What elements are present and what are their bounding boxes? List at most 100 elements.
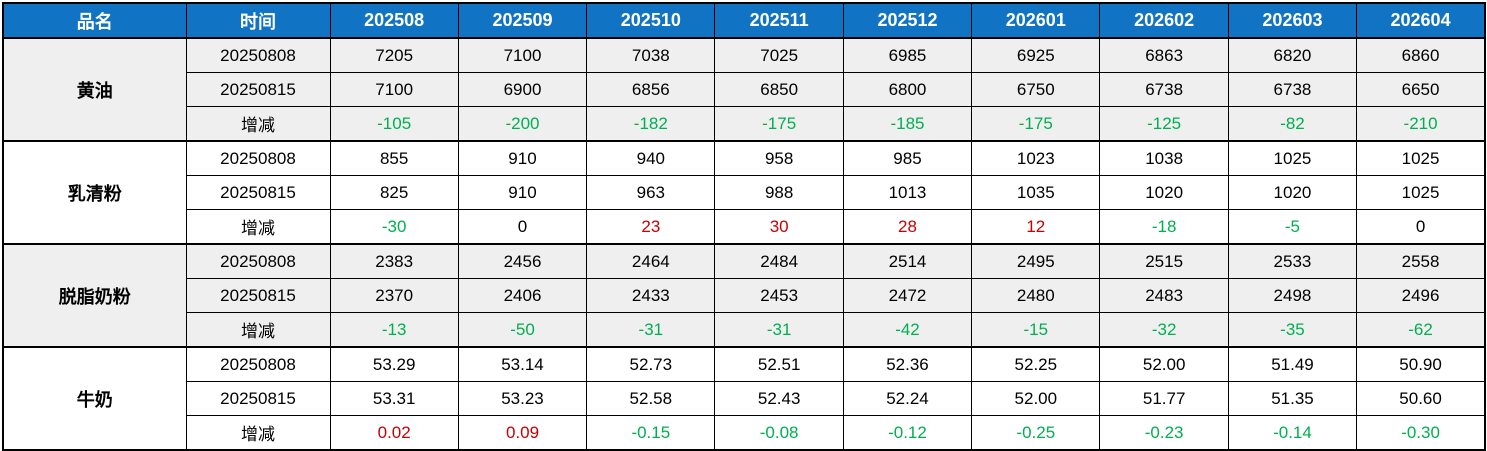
price-value-cell: 6985 xyxy=(842,37,973,73)
change-value-cell: 30 xyxy=(714,209,844,245)
column-header-202511: 202511 xyxy=(714,2,844,39)
change-value-cell: -30 xyxy=(329,209,459,245)
date-label-cell: 20250808 xyxy=(185,37,331,73)
price-value-cell: 2383 xyxy=(329,243,459,279)
price-value-cell: 7205 xyxy=(329,37,459,73)
price-value-cell: 910 xyxy=(457,175,588,210)
price-value-cell: 2480 xyxy=(971,278,1101,313)
price-value-cell: 53.14 xyxy=(457,346,588,382)
price-value-cell: 825 xyxy=(329,175,459,210)
price-value-cell: 7025 xyxy=(714,37,844,73)
product-name-cell: 黄油 xyxy=(2,37,187,142)
price-value-cell: 51.49 xyxy=(1227,346,1358,382)
change-value-cell: -42 xyxy=(842,312,973,348)
change-value-cell: -200 xyxy=(457,106,588,142)
price-value-cell: 53.23 xyxy=(457,381,588,416)
price-value-cell: 7038 xyxy=(586,37,716,73)
price-value-cell: 51.35 xyxy=(1227,381,1358,416)
table-row: 20250815 7100 6900 6856 6850 6800 6750 6738 6738… xyxy=(3,72,1486,107)
price-value-cell: 52.73 xyxy=(586,346,716,382)
price-value-cell: 1020 xyxy=(1227,175,1358,210)
column-header-202603: 202603 xyxy=(1227,2,1358,39)
change-value-cell: -5 xyxy=(1227,209,1358,245)
change-value-cell: -32 xyxy=(1099,312,1229,348)
price-value-cell: 7100 xyxy=(329,72,459,107)
price-value-cell: 6750 xyxy=(971,72,1101,107)
change-value-cell: -82 xyxy=(1227,106,1358,142)
price-value-cell: 6860 xyxy=(1356,37,1486,73)
price-value-cell: 6856 xyxy=(586,72,716,107)
price-value-cell: 7100 xyxy=(457,37,588,73)
price-value-cell: 2472 xyxy=(842,278,973,313)
table-row: 20250815 825 910 963 988 1013 1035 1020 1020 1025 xyxy=(3,175,1486,210)
date-label-cell: 20250808 xyxy=(185,243,331,279)
column-header-202601: 202601 xyxy=(971,2,1101,39)
change-value-cell: -31 xyxy=(586,312,716,348)
table-row: 黄油 20250808 7205 7100 7038 7025 6985 6925 6863 68… xyxy=(2,37,1486,142)
price-value-cell: 1020 xyxy=(1099,175,1229,210)
change-value-cell: -175 xyxy=(714,106,844,142)
change-label-cell: 增减 xyxy=(185,106,331,142)
table-row: 20250815 53.31 53.23 52.58 52.43 52.24 52.00 51… xyxy=(3,381,1486,416)
change-value-cell: -105 xyxy=(329,106,459,142)
price-value-cell: 6738 xyxy=(1227,72,1358,107)
product-name-cell: 牛奶 xyxy=(2,346,187,451)
table-row: 乳清粉 20250808 855 910 940 958 985 1023 1038 1025 10… xyxy=(2,140,1486,245)
price-value-cell: 2483 xyxy=(1099,278,1229,313)
price-value-cell: 1038 xyxy=(1099,140,1229,176)
change-value-cell: -175 xyxy=(971,106,1101,142)
price-value-cell: 910 xyxy=(457,140,588,176)
column-header-202508: 202508 xyxy=(329,2,459,39)
column-header-product: 品名 xyxy=(2,2,187,39)
price-value-cell: 958 xyxy=(714,140,844,176)
change-value-cell: 28 xyxy=(842,209,973,245)
price-value-cell: 2498 xyxy=(1227,278,1358,313)
price-value-cell: 2433 xyxy=(586,278,716,313)
price-value-cell: 53.29 xyxy=(329,346,459,382)
header-row: 品名 时间 202508 202509 202510 202511 202512 202601… xyxy=(2,2,1486,39)
price-value-cell: 2456 xyxy=(457,243,588,279)
table-row: 增减 -30 0 23 30 28 12 -18 -5 0 xyxy=(3,209,1486,245)
change-value-cell: -13 xyxy=(329,312,459,348)
price-value-cell: 2495 xyxy=(971,243,1101,279)
price-value-cell: 1025 xyxy=(1356,175,1486,210)
change-value-cell: -18 xyxy=(1099,209,1229,245)
price-value-cell: 53.31 xyxy=(329,381,459,416)
price-value-cell: 988 xyxy=(714,175,844,210)
price-value-cell: 2515 xyxy=(1099,243,1229,279)
change-value-cell: -182 xyxy=(586,106,716,142)
price-value-cell: 2484 xyxy=(714,243,844,279)
price-value-cell: 855 xyxy=(329,140,459,176)
change-value-cell: -210 xyxy=(1356,106,1486,142)
change-value-cell: -31 xyxy=(714,312,844,348)
table-row: 增减 -13 -50 -31 -31 -42 -15 -32 -35 -62 xyxy=(3,312,1486,348)
price-value-cell: 1023 xyxy=(971,140,1101,176)
change-value-cell: -62 xyxy=(1356,312,1486,348)
price-value-cell: 2464 xyxy=(586,243,716,279)
price-value-cell: 51.77 xyxy=(1099,381,1229,416)
column-header-202512: 202512 xyxy=(842,2,973,39)
price-value-cell: 50.60 xyxy=(1356,381,1486,416)
change-value-cell: 0 xyxy=(1356,209,1486,245)
price-value-cell: 52.43 xyxy=(714,381,844,416)
change-value-cell: -125 xyxy=(1099,106,1229,142)
price-value-cell: 52.58 xyxy=(586,381,716,416)
table-body: 黄油 20250808 7205 7100 7038 7025 6985 6925 6863 68… xyxy=(2,37,1486,451)
price-value-cell: 52.36 xyxy=(842,346,973,382)
column-header-202509: 202509 xyxy=(457,2,588,39)
change-value-cell: 12 xyxy=(971,209,1101,245)
change-value-cell: -35 xyxy=(1227,312,1358,348)
price-value-cell: 50.90 xyxy=(1356,346,1486,382)
price-value-cell: 1013 xyxy=(842,175,973,210)
price-value-cell: 2370 xyxy=(329,278,459,313)
price-value-cell: 52.00 xyxy=(971,381,1101,416)
price-value-cell: 52.51 xyxy=(714,346,844,382)
price-value-cell: 52.24 xyxy=(842,381,973,416)
date-label-cell: 20250808 xyxy=(185,346,331,382)
price-value-cell: 940 xyxy=(586,140,716,176)
price-value-cell: 6900 xyxy=(457,72,588,107)
change-label-cell: 增减 xyxy=(185,209,331,245)
table-row: 增减 -105 -200 -182 -175 -185 -175 -125 -82 -210 xyxy=(3,106,1486,142)
table-row: 牛奶 20250808 53.29 53.14 52.73 52.51 52.36 52.25… xyxy=(2,346,1486,451)
